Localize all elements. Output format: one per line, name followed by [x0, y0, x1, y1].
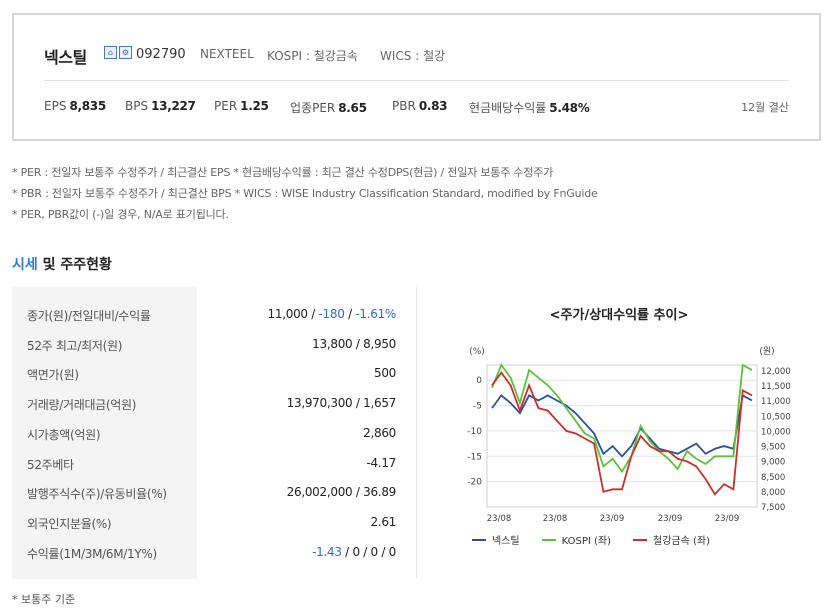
row-label: 시가총액(억원) — [27, 427, 101, 442]
y-tick-label-right: 8,000 — [761, 488, 785, 498]
legend-item: 철강금속 (좌) — [633, 532, 710, 547]
table-row: 52주 최고/최저(원) 13,800 / 8,950 — [12, 329, 416, 358]
settings-icon[interactable]: ⚙ — [119, 46, 132, 59]
legend-label: 넥스틸 — [492, 536, 520, 547]
row-value: 11,000 / -180 / -1.61% — [267, 307, 397, 321]
y-tick-label-right: 10,500 — [761, 412, 791, 422]
y-tick-label-left: -20 — [467, 478, 482, 488]
row-label: 종가(원)/전일대비/수익률 — [27, 309, 151, 323]
table-row: 시가총액(억원) 2,860 — [12, 418, 416, 447]
note-line: * PBR : 전일자 보통주 수정주가 / 최근결산 BPS * WICS :… — [12, 187, 598, 200]
y-tick-label-right: 10,000 — [761, 427, 791, 437]
metric-pbr: PBR 0.83 — [392, 99, 448, 113]
chart-legend: 넥스틸 KOSPI (좌) 철강금속 (좌) — [472, 532, 710, 547]
y-tick-label-left: -10 — [467, 427, 482, 437]
legend-item: 넥스틸 — [472, 532, 520, 547]
metric-dividend-yield: 현금배당수익률 5.48% — [469, 101, 590, 115]
row-value: 26,002,000 / 36.89 — [286, 485, 397, 500]
legend-swatch — [541, 538, 556, 541]
company-name: 넥스틸 — [44, 48, 87, 67]
right-axis-unit: (원) — [759, 346, 774, 357]
market-data-table: 종가(원)/전일대비/수익률 11,000 / -180 / -1.61% 52주 … — [12, 287, 416, 579]
row-label: 52주 최고/최저(원) — [27, 338, 123, 353]
table-row: 수익률(1M/3M/6M/1Y%) -1.43 / 0 / 0 / 0 — [12, 537, 416, 566]
table-row: 액면가(원) 500 — [12, 358, 416, 387]
table-row: 발행주식수(주)/유동비율(%) 26,002,000 / 36.89 — [12, 477, 416, 506]
y-tick-label-left: -5 — [473, 402, 482, 412]
building-icon[interactable]: ⌂ — [104, 46, 117, 59]
company-summary-box: 넥스틸 ⌂ ⚙ 092790 NEXTEEL KOSPI : 철강금속 WICS… — [12, 13, 821, 141]
market-data-panel: 종가(원)/전일대비/수익률 11,000 / -180 / -1.61% 52주 … — [12, 287, 821, 579]
legend-label: 철강금속 (좌) — [653, 536, 710, 547]
legend-item: KOSPI (좌) — [541, 532, 611, 547]
y-tick-label-right: 11,000 — [761, 397, 791, 407]
x-tick-label: 23/09 — [600, 514, 625, 524]
y-tick-label-right: 8,500 — [761, 473, 785, 483]
series-line — [491, 363, 753, 474]
metric-industry-per: 업종PER 8.65 — [290, 101, 367, 115]
metric-bps: BPS 13,227 — [125, 99, 196, 113]
y-tick-label-right: 11,500 — [761, 382, 791, 392]
left-axis-unit: (%) — [469, 347, 485, 357]
table-row: 종가(원)/전일대비/수익률 11,000 / -180 / -1.61% — [12, 299, 416, 328]
footnote: * 보통주 기준 — [12, 593, 76, 606]
row-value: 13,800 / 8,950 — [312, 336, 396, 351]
y-tick-label-right: 9,000 — [761, 458, 785, 468]
row-value: 13,970,300 / 1,657 — [286, 396, 397, 411]
table-row: 거래량/거래대금(억원) 13,970,300 / 1,657 — [12, 388, 416, 417]
legend-swatch — [472, 538, 486, 541]
row-value: 500 — [373, 366, 396, 381]
row-value: 2.61 — [370, 514, 396, 529]
y-tick-label-right: 9,500 — [761, 443, 785, 453]
table-row: 52주베타 -4.17 — [12, 448, 416, 477]
stock-code: 092790 — [136, 47, 186, 62]
company-english-name: NEXTEEL — [200, 47, 254, 61]
y-tick-label-left: 0 — [476, 376, 482, 386]
y-tick-label-right: 12,000 — [761, 367, 791, 377]
x-tick-label: 23/09 — [715, 514, 740, 524]
y-tick-label-left: -15 — [467, 452, 482, 462]
y-tick-label-right: 7,500 — [761, 503, 785, 513]
notes: * PER : 전일자 보통주 수정주가 / 최근결산 EPS * 현금배당수익… — [12, 162, 598, 225]
x-tick-label: 23/08 — [487, 514, 512, 524]
table-row: 외국인지분율(%) 2.61 — [12, 507, 416, 536]
row-label: 거래량/거래대금(억원) — [27, 398, 137, 413]
company-icons: ⌂ ⚙ — [104, 46, 132, 59]
note-line: * PER : 전일자 보통주 수정주가 / 최근결산 EPS * 현금배당수익… — [12, 166, 554, 179]
row-label: 액면가(원) — [27, 368, 79, 383]
market-classification: KOSPI : 철강금속 — [267, 49, 358, 63]
x-tick-label: 23/08 — [543, 514, 568, 524]
divider — [44, 80, 789, 81]
metric-per: PER 1.25 — [214, 99, 269, 113]
plot-border — [486, 364, 758, 508]
note-line: * PER, PBR값이 (-)일 경우, N/A로 표기됩니다. — [12, 208, 229, 221]
row-value: -1.43 / 0 / 0 / 0 — [312, 544, 396, 559]
x-tick-label: 23/09 — [658, 514, 683, 524]
legend-label: KOSPI (좌) — [561, 536, 611, 547]
row-label: 발행주식수(주)/유동비율(%) — [27, 487, 167, 502]
metric-eps: EPS 8,835 — [44, 99, 106, 113]
chart-svg: (%) (원) 0 -5 -10 -15 -20 12,000 11,500 11,000 10,5… — [467, 346, 791, 524]
row-label: 52주베타 — [27, 457, 74, 472]
fiscal-settlement: 12월 결산 — [741, 101, 789, 114]
series-line — [491, 394, 753, 458]
row-value: -4.17 — [366, 455, 396, 470]
section-title: 시세 및 주주현황 — [12, 257, 112, 273]
wics-classification: WICS : 철강 — [380, 49, 446, 63]
price-chart: <주가/상대수익률 추이> (%) (원) 0 -5 -10 -15 -20 12,000 11… — [416, 287, 821, 579]
row-label: 외국인지분율(%) — [27, 516, 112, 531]
chart-title: <주가/상대수익률 추이> — [549, 308, 689, 323]
legend-swatch — [633, 538, 647, 541]
row-label: 수익률(1M/3M/6M/1Y%) — [27, 546, 157, 561]
series-line — [491, 371, 753, 496]
row-value: 2,860 — [363, 425, 396, 440]
